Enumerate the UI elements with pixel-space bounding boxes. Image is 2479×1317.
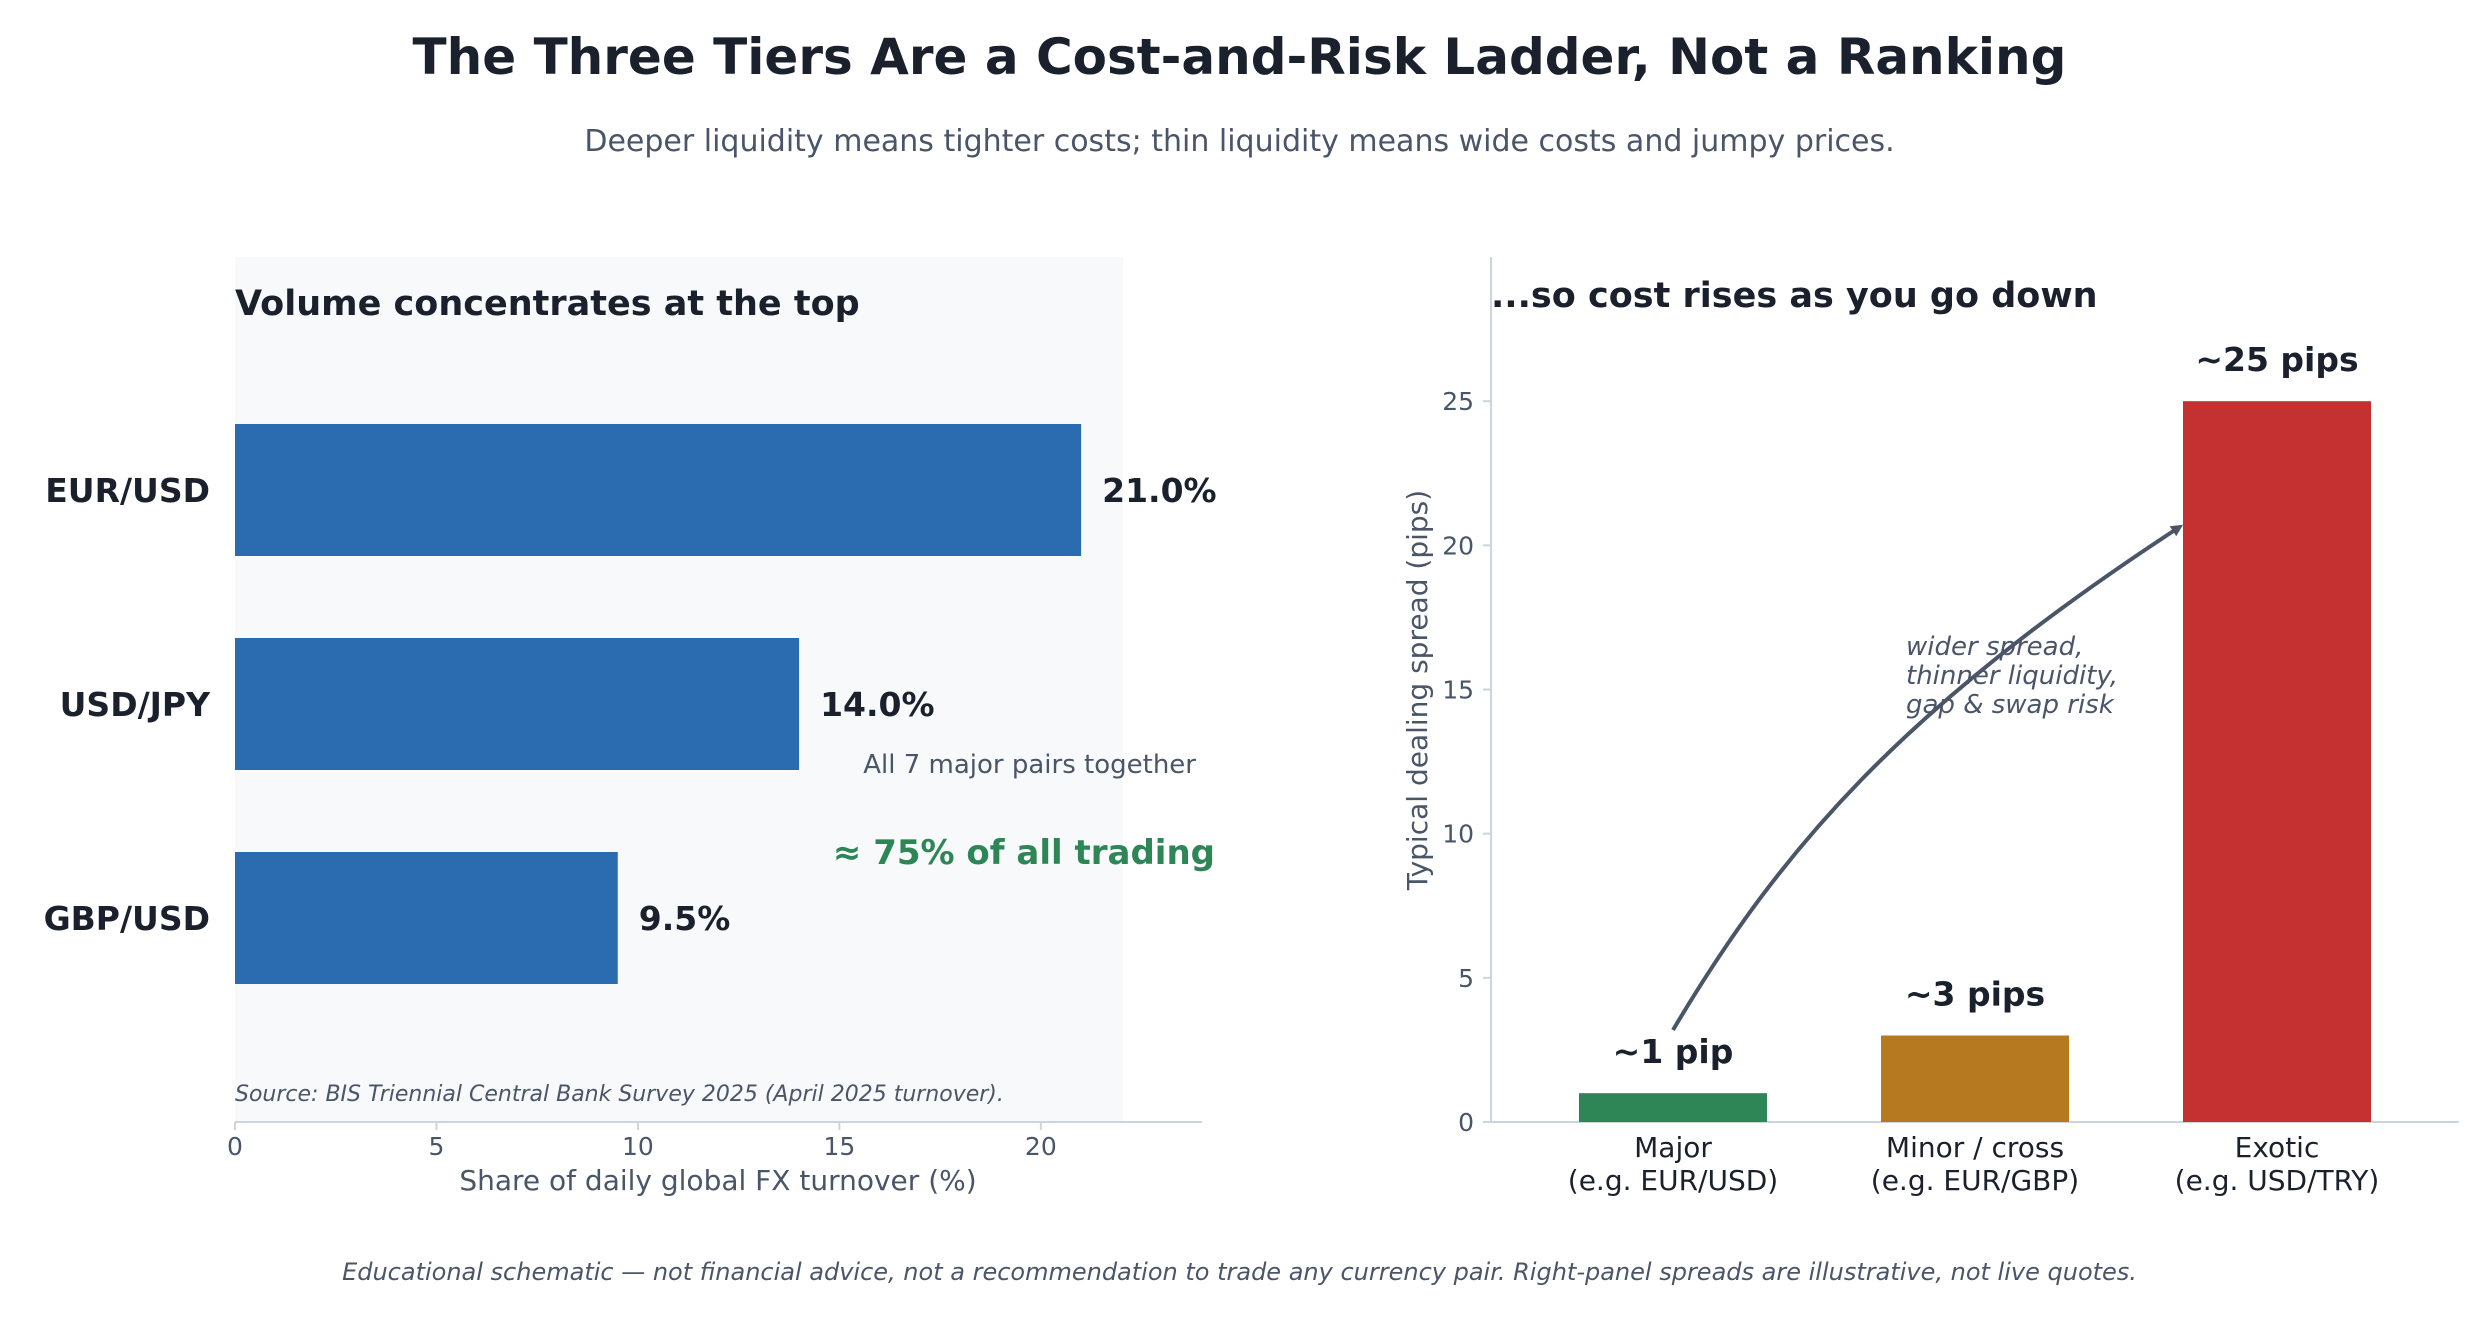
category-label: Exotic (2235, 1131, 2320, 1164)
left-x-axis-label: Share of daily global FX turnover (%) (459, 1164, 976, 1197)
arrow-annotation-line-2: thinner liquidity, (1906, 661, 2118, 691)
y-tick-label: 15 (1442, 676, 1474, 705)
x-tick-label: 20 (1025, 1132, 1057, 1161)
bar-value-label: 14.0% (820, 685, 935, 724)
x-tick-label: 15 (823, 1132, 855, 1161)
bar-gbp-usd (235, 852, 618, 984)
left-value-labels: 21.0% 14.0% 9.5% (639, 471, 1217, 938)
page-title: The Three Tiers Are a Cost-and-Risk Ladd… (412, 28, 2067, 86)
category-label: GBP/USD (44, 899, 210, 938)
left-x-ticks: 0 5 10 15 20 (227, 1122, 1057, 1161)
bar-eur-usd (235, 424, 1082, 556)
arrow-annotation-line-1: wider spread, (1906, 632, 2083, 662)
category-label: USD/JPY (60, 685, 211, 724)
bar-minor-cross (1881, 1035, 2069, 1122)
left-bars (235, 424, 1082, 984)
bar-value-label: ~25 pips (2195, 340, 2358, 379)
right-bars (1579, 401, 2371, 1123)
majors-share-highlight: ≈ 75% of all trading (833, 833, 1215, 873)
bar-value-label: ~3 pips (1905, 975, 2045, 1014)
category-label: Major (1634, 1131, 1712, 1164)
right-category-labels: Major(e.g. EUR/USD) Minor / cross(e.g. EU… (1568, 1131, 2380, 1197)
page-subtitle: Deeper liquidity means tighter costs; th… (584, 124, 1895, 159)
bar-value-label: ~1 pip (1613, 1032, 1734, 1071)
left-panel: Volume concentrates at the top EUR/USD US… (44, 257, 1217, 1197)
bar-value-label: 21.0% (1102, 471, 1217, 510)
right-y-axis-label: Typical dealing spread (pips) (1401, 490, 1434, 891)
bar-usd-jpy (235, 638, 800, 770)
arrow-annotation-line-3: gap & swap risk (1906, 690, 2115, 720)
y-tick-label: 20 (1442, 531, 1474, 560)
category-label: Minor / cross (1886, 1131, 2064, 1164)
category-example-label: (e.g. EUR/USD) (1568, 1164, 1778, 1197)
right-panel-title: ...so cost rises as you go down (1491, 276, 2098, 316)
category-example-label: (e.g. USD/TRY) (2175, 1164, 2380, 1197)
category-label: EUR/USD (45, 471, 210, 510)
y-tick-label: 10 (1442, 820, 1474, 849)
cost-trend-arrow (1671, 524, 2184, 1032)
bar-major (1579, 1093, 1767, 1122)
bar-value-label: 9.5% (639, 899, 731, 938)
source-note: Source: BIS Triennial Central Bank Surve… (235, 1082, 1004, 1107)
left-panel-title: Volume concentrates at the top (235, 284, 860, 324)
x-tick-label: 5 (429, 1132, 445, 1161)
y-tick-label: 5 (1458, 964, 1474, 993)
right-panel: ...so cost rises as you go down 0 5 10 15 20… (1401, 257, 2459, 1197)
right-y-ticks: 0 5 10 15 20 25 (1442, 387, 1491, 1137)
left-category-labels: EUR/USD USD/JPY GBP/USD (44, 471, 212, 938)
footer-disclaimer: Educational schematic — not financial ad… (342, 1258, 2137, 1286)
bar-exotic (2183, 401, 2371, 1123)
x-tick-label: 10 (622, 1132, 654, 1161)
y-tick-label: 25 (1442, 387, 1474, 416)
right-value-labels: ~1 pip ~3 pips ~25 pips (1613, 340, 2359, 1071)
y-tick-label: 0 (1458, 1108, 1474, 1137)
category-example-label: (e.g. EUR/GBP) (1871, 1164, 2079, 1197)
x-tick-label: 0 (227, 1132, 243, 1161)
majors-note: All 7 major pairs together (863, 750, 1196, 780)
